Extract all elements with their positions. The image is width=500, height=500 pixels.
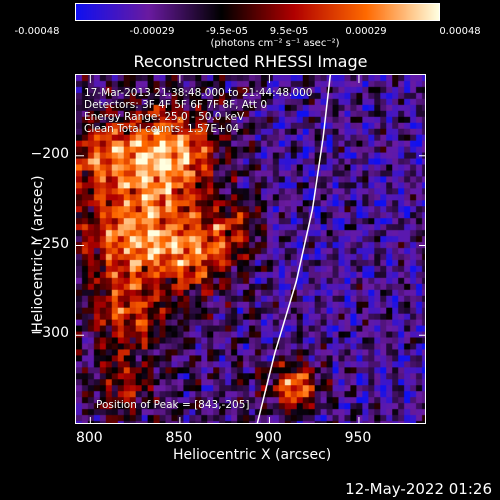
heatmap-image bbox=[76, 75, 425, 423]
x-tick-label: 900 bbox=[255, 430, 282, 446]
y-tick-label: −300 bbox=[30, 325, 69, 342]
y-tick-label: −250 bbox=[30, 235, 69, 252]
colorbar-tick-label: 0.00048 bbox=[439, 26, 481, 37]
x-axis-label: Heliocentric X (arcsec) bbox=[173, 447, 332, 463]
annotation-peak: Position of Peak = [843,-205] bbox=[96, 399, 250, 411]
colorbar-tick-label: -9.5e-05 bbox=[206, 26, 248, 37]
annotation-detectors: Detectors: 3F 4F 5F 6F 7F 8F, Att 0 bbox=[84, 99, 268, 111]
footer-date: 12-May-2022 01:26 bbox=[345, 480, 492, 498]
plot-area: 17-Mar-2013 21:38:48.000 to 21:44:48.000… bbox=[75, 74, 426, 424]
x-tick-label: 950 bbox=[344, 430, 372, 446]
x-tick-label: 850 bbox=[165, 430, 193, 446]
x-tick-label: 800 bbox=[75, 430, 103, 446]
chart-title: Reconstructed RHESSI Image bbox=[133, 52, 368, 71]
annotation-clean: Clean Total counts: 1.57E+04 bbox=[84, 123, 240, 135]
annotation-energy: Energy Range: 25.0 - 50.0 keV bbox=[84, 111, 245, 123]
y-tick-label: −200 bbox=[30, 145, 69, 162]
y-axis-label: Heliocentric Y (arcsec) bbox=[30, 175, 46, 333]
annotation-time-range: 17-Mar-2013 21:38:48.000 to 21:44:48.000 bbox=[84, 87, 313, 99]
colorbar-units: (photons cm⁻² s⁻¹ asec⁻²) bbox=[210, 38, 340, 49]
colorbar-tick-label: -0.00029 bbox=[129, 26, 175, 37]
colorbar-tick-label: 0.00029 bbox=[345, 26, 387, 37]
colorbar-tick-label: 9.5e-05 bbox=[269, 26, 309, 37]
colorbar-tick-label: -0.00048 bbox=[14, 26, 60, 37]
solar-limb-line bbox=[256, 75, 332, 423]
colorbar bbox=[75, 3, 440, 21]
plot-overlay bbox=[76, 75, 425, 423]
